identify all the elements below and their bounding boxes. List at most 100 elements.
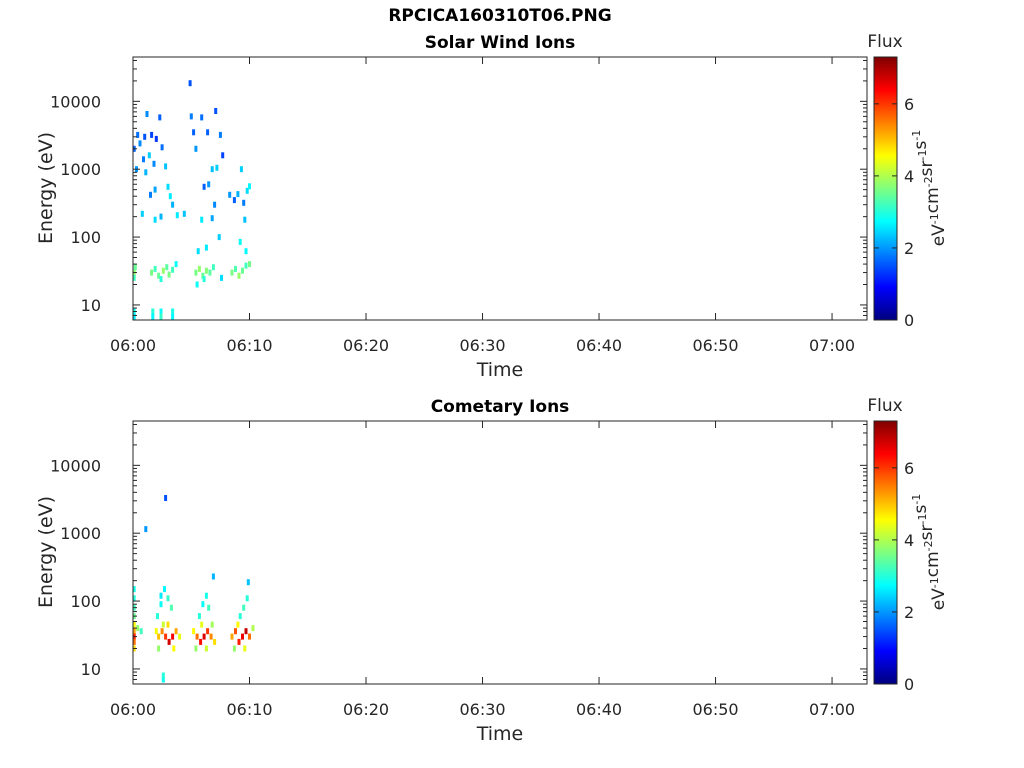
heatmap-cell <box>132 274 136 281</box>
solar-wind-panel: Solar Wind Ions 06:00 06:10 06:20 06:30 06:4… <box>35 32 949 381</box>
heatmap-cell <box>210 215 214 222</box>
solar-wind-y-axis: 10 100 1000 10000 <box>50 59 867 321</box>
solar-wind-plot-frame <box>132 56 868 321</box>
heatmap-cell <box>248 633 251 640</box>
heatmap-cell <box>200 216 204 223</box>
cometary-colorbar-title: Flux <box>867 396 902 416</box>
heatmap-cell <box>161 621 165 628</box>
colorbar-tick-label: 4 <box>904 167 914 186</box>
colorbar-label-exponent: -1 <box>928 213 941 224</box>
colorbar-label-unit: cm <box>923 551 943 577</box>
heatmap-cell <box>230 269 234 276</box>
colorbar-tick-label: 0 <box>904 311 914 330</box>
figure-title: RPCICA160310T06.PNG <box>388 6 612 26</box>
heatmap-cell <box>202 633 206 640</box>
x-tick-label: 06:50 <box>692 700 738 719</box>
heatmap-cell <box>201 601 205 608</box>
heatmap-cell <box>194 645 198 652</box>
heatmap-cell <box>159 601 163 608</box>
cometary-y-axis: 10 100 1000 10000 <box>50 423 867 685</box>
heatmap-cell <box>244 248 248 255</box>
heatmap-cell <box>243 645 247 652</box>
colorbar-label-exponent: -1 <box>928 577 941 588</box>
x-tick-label: 07:00 <box>809 336 855 355</box>
heatmap-cell <box>178 633 182 640</box>
heatmap-cell <box>199 638 203 645</box>
heatmap-cell <box>243 216 247 223</box>
colorbar-tick-label: 4 <box>904 531 914 550</box>
colorbar-label-exponent: -2 <box>922 176 935 187</box>
x-tick-label: 06:10 <box>226 700 272 719</box>
heatmap-cell <box>147 152 151 159</box>
heatmap-cell <box>160 628 164 635</box>
heatmap-cell <box>236 191 240 198</box>
solar-wind-colorbar-gradient <box>873 56 898 321</box>
solar-wind-colorbar-label: eV-1cm-2sr-1s-1 <box>910 130 949 247</box>
heatmap-cell <box>214 108 218 114</box>
cometary-x-axis: 06:00 06:10 06:20 06:30 06:40 06:50 07:00 <box>110 421 855 719</box>
heatmap-cell <box>202 183 206 190</box>
heatmap-cell <box>151 308 155 315</box>
x-tick-label: 06:10 <box>226 336 272 355</box>
heatmap-cell <box>165 264 169 271</box>
colorbar-tick-label: 2 <box>904 603 914 622</box>
colorbar-tick-label: 0 <box>904 675 914 694</box>
heatmap-cell <box>234 265 237 272</box>
x-tick-label: 06:40 <box>576 336 622 355</box>
heatmap-cell <box>167 638 171 645</box>
heatmap-cell <box>197 265 201 272</box>
heatmap-cell <box>153 216 157 223</box>
heatmap-cell <box>136 625 140 632</box>
heatmap-cell <box>245 187 249 194</box>
heatmap-cell <box>132 313 136 320</box>
colorbar-tick-label: 6 <box>904 95 914 114</box>
heatmap-cell <box>133 264 137 271</box>
heatmap-cell <box>218 131 222 138</box>
x-tick-label: 06:40 <box>576 700 622 719</box>
colorbar-label-unit: s <box>911 505 931 514</box>
heatmap-cell <box>237 272 241 279</box>
heatmap-cell <box>206 628 210 635</box>
y-tick-label: 100 <box>70 228 101 247</box>
colorbar-label-exponent: -1 <box>910 130 923 141</box>
heatmap-cell <box>192 628 196 635</box>
heatmap-cell <box>209 633 213 640</box>
heatmap-cell <box>211 264 215 271</box>
y-tick-label: 10 <box>81 660 101 679</box>
solar-wind-ylabel: Energy (eV) <box>35 132 57 244</box>
solar-wind-title: Solar Wind Ions <box>425 33 576 53</box>
heatmap-cell <box>195 281 199 288</box>
y-tick-label: 1000 <box>60 524 101 543</box>
heatmap-cell <box>234 628 237 635</box>
heatmap-cell <box>217 234 221 241</box>
heatmap-cell <box>192 129 196 136</box>
x-tick-label: 06:30 <box>459 700 505 719</box>
y-tick-label: 10000 <box>50 92 101 111</box>
colorbar-label-unit: cm <box>923 187 943 213</box>
heatmap-cell <box>232 197 236 204</box>
cometary-title: Cometary Ions <box>431 397 570 417</box>
heatmap-cell <box>150 269 154 276</box>
heatmap-cell <box>159 213 163 220</box>
heatmap-cell <box>171 633 175 640</box>
cometary-panel: Cometary Ions 06:00 06:10 06:20 06:30 06:40 0… <box>35 396 949 745</box>
solar-wind-colorbar-title: Flux <box>867 32 902 52</box>
heatmap-cell <box>161 267 165 274</box>
heatmap-cell <box>157 633 161 640</box>
heatmap-cell <box>204 645 208 652</box>
heatmap-cell <box>207 181 211 188</box>
heatmap-cell <box>221 152 225 159</box>
heatmap-cell <box>188 80 192 87</box>
heatmap-cell <box>238 613 242 620</box>
heatmap-cell <box>211 573 215 580</box>
colorbar-label-exponent: -2 <box>922 540 935 551</box>
heatmap-cell <box>151 313 155 320</box>
heatmap-cell <box>159 276 163 283</box>
heatmap-cell <box>152 160 156 167</box>
heatmap-cell <box>204 244 208 251</box>
heatmap-cell <box>160 144 164 151</box>
colorbar-tick-label: 6 <box>904 459 914 478</box>
heatmap-cell <box>244 628 248 635</box>
heatmap-cell <box>200 114 204 121</box>
